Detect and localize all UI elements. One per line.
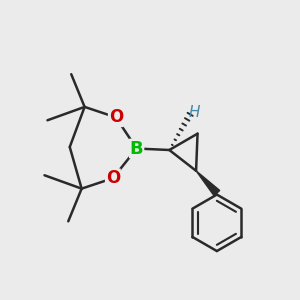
Polygon shape (196, 171, 220, 196)
Text: B: B (130, 140, 143, 158)
Text: O: O (109, 108, 123, 126)
Text: O: O (106, 169, 120, 187)
Text: H: H (189, 105, 200, 120)
